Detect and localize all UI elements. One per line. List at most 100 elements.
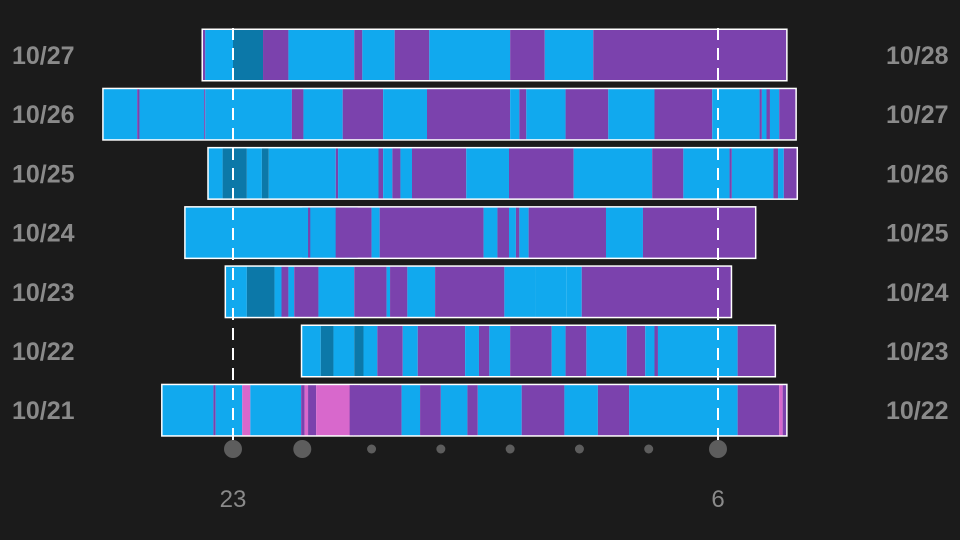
sleep-bar-row[interactable] [224,265,733,319]
sleep-segment-rem [427,89,511,140]
sleep-segment-light [363,326,378,376]
sleep-segment-rem [301,385,305,436]
sleep-segment-light [226,266,247,317]
start-date-label: 10/22 [12,338,75,366]
sleep-segment-light [466,148,509,199]
sleep-segment-rem [417,326,466,376]
sleep-segment-light [489,326,511,376]
sleep-segment-light [402,326,418,376]
sleep-segment-awake [779,385,783,436]
sleep-segment-light [302,326,321,376]
sleep-segment-light [208,148,223,199]
sleep-segment-deep [320,326,334,376]
end-date-label: 10/25 [886,220,949,248]
sleep-segment-light [535,266,567,317]
sleep-bar-row[interactable] [102,87,797,141]
sleep-segment-light [302,207,309,258]
sleep-segment-light [303,89,343,140]
sleep-segment-rem [565,326,587,376]
sleep-segment-light [139,89,205,140]
end-date-label: 10/23 [886,338,949,366]
sleep-segment-rem [508,148,574,199]
sleep-segment-light [185,207,312,258]
axis-dot [644,444,654,454]
start-date-label: 10/24 [12,220,75,248]
sleep-bar-row[interactable] [184,206,757,260]
sleep-segment-light [407,266,436,317]
sleep-segment-rem [354,30,363,80]
sleep-segment-rem [737,385,780,436]
sleep-segment-light [205,89,292,140]
sleep-segment-rem [294,266,319,317]
sleep-segment-rem [782,385,787,436]
sleep-segment-light [400,148,412,199]
sleep-segment-awake [242,385,251,436]
sleep-segment-light [338,148,379,199]
axis-dot [436,444,446,454]
sleep-segment-rem [291,89,304,140]
sleep-segment-light [371,207,380,258]
sleep-segment-rem [779,89,796,140]
sleep-segment-light [629,385,738,436]
end-date-label: 10/26 [886,160,949,188]
sleep-segment-light [544,30,594,80]
sleep-segment-light [362,30,395,80]
sleep-segment-rem [137,89,140,140]
sleep-segment-rem [379,207,484,258]
sleep-segment-light [483,207,498,258]
sleep-segment-light [401,385,421,436]
time-tick-label: 23 [220,486,247,513]
axis-dot [293,440,312,458]
axis-dot [709,440,727,458]
sleep-segment-light [526,89,566,140]
sleep-segment-rem [593,30,787,80]
axis-dot [574,444,584,454]
sleep-segment-rem [783,148,797,199]
end-date-label: 10/24 [886,279,949,307]
sleep-segment-rem [729,148,732,199]
sleep-segment-rem [335,207,372,258]
sleep-segment-light [645,326,655,376]
sleep-segment-rem [281,266,289,317]
sleep-segment-rem [335,148,339,199]
reference-lines [232,28,719,440]
start-date-label: 10/21 [12,397,75,425]
sleep-segment-light [508,207,516,258]
sleep-segment-rem [435,266,505,317]
sleep-segment-light [712,89,760,140]
sleep-segment-light [103,89,138,140]
sleep-bar-row[interactable] [161,383,788,437]
sleep-segment-rem [377,326,403,376]
sleep-segment-rem [263,30,289,80]
sleep-segment-rem [510,30,545,80]
sleep-segment-light [586,326,627,376]
sleep-segment-rem [773,148,779,199]
sleep-bar-row[interactable] [201,28,788,82]
sleep-segment-rem [654,89,713,140]
sleep-segment-deep [233,30,264,80]
sleep-segment-rem [394,30,430,80]
sleep-bar-row[interactable] [207,146,799,200]
sleep-segment-rem [626,326,646,376]
sleep-segment-light [383,89,427,140]
sleep-segment-rem [654,326,658,376]
sleep-segment-deep [222,148,247,199]
date-labels: 10/27 10/28 10/26 10/27 10/25 10/26 10/24 10/25… [12,42,949,425]
sleep-segment-awake [304,385,309,436]
sleep-segment-light [246,148,262,199]
sleep-segment-light [683,148,730,199]
sleep-segment-awake [316,385,354,436]
sleep-segment-light [731,148,774,199]
sleep-segment-light [551,326,566,376]
sleep-segment-light [605,207,643,258]
sleep-segment-rem [213,385,216,436]
start-date-label: 10/23 [12,279,75,307]
sleep-bar-row[interactable] [300,324,777,378]
sleep-segment-light [761,89,767,140]
sleep-segment-light [250,385,302,436]
sleep-segment-rem [308,207,311,258]
sleep-segment-rem [202,30,206,80]
sleep-segment-light [288,266,295,317]
sleep-segment-rem [652,148,684,199]
sleep-segment-light [657,326,738,376]
